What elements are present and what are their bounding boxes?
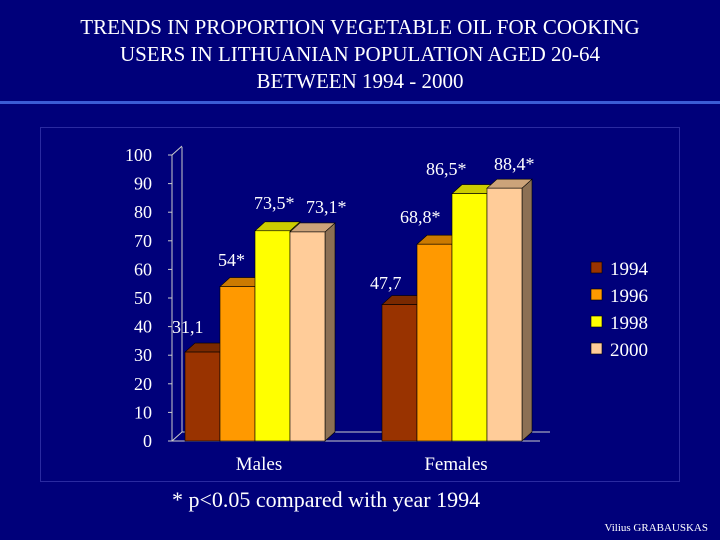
data-label: 47,7 — [370, 273, 402, 293]
bar — [184, 351, 221, 442]
bar-side — [521, 178, 533, 442]
y-tick-label: 0 — [143, 431, 152, 451]
legend-swatch — [590, 288, 603, 301]
y-tick-label: 80 — [134, 202, 152, 222]
bar — [289, 231, 326, 442]
data-label: 86,5* — [426, 159, 467, 179]
legend-label: 1998 — [610, 313, 648, 334]
data-labels: 31,1 47,7 54* 68,8* 73,5* 86,5* 73,1* 88,4* — [172, 154, 535, 337]
y-tick-label: 20 — [134, 374, 152, 394]
title-line-2: USERS IN LITHUANIAN POPULATION AGED 20-6… — [119, 42, 601, 66]
bar — [416, 243, 453, 442]
bar — [451, 193, 488, 442]
chart-title: TRENDS IN PROPORTION VEGETABLE OIL FOR C… — [0, 14, 720, 95]
data-label: 73,1* — [306, 197, 347, 217]
data-label: 68,8* — [400, 207, 441, 227]
y-tick-label: 40 — [134, 317, 152, 337]
legend: 1994 1996 1998 2000 — [590, 259, 649, 361]
y-tick-label: 90 — [134, 174, 152, 194]
footnote: * p<0.05 compared with year 1994 — [172, 487, 481, 512]
data-label: 73,5* — [254, 193, 295, 213]
y-tick-label: 60 — [134, 259, 152, 279]
data-label: 54* — [218, 250, 245, 270]
bars — [184, 178, 533, 442]
legend-label: 2000 — [610, 340, 648, 361]
y-tick-label: 10 — [134, 402, 152, 422]
bar — [219, 286, 256, 442]
title-divider — [0, 101, 720, 104]
floor-left-edge — [171, 431, 183, 442]
y-tick-label: 30 — [134, 345, 152, 365]
data-label: 31,1 — [172, 317, 204, 337]
chart-panel — [40, 127, 680, 482]
title-line-3: BETWEEN 1994 - 2000 — [256, 69, 464, 93]
x-category-label: Females — [424, 454, 487, 475]
legend-label: 1994 — [610, 259, 649, 280]
legend-swatch — [590, 261, 603, 274]
legend-label: 1996 — [610, 286, 648, 307]
title-line-1: TRENDS IN PROPORTION VEGETABLE OIL FOR C… — [80, 15, 640, 39]
x-category-label: Males — [236, 454, 282, 475]
bar — [381, 304, 418, 442]
y-tick-label: 100 — [125, 145, 152, 165]
author-credit: Vilius GRABAUSKAS — [604, 522, 708, 534]
data-label: 88,4* — [494, 154, 535, 174]
y-tick-label: 70 — [134, 231, 152, 251]
legend-swatch — [590, 342, 603, 355]
bar-side — [324, 222, 336, 442]
legend-swatch — [590, 315, 603, 328]
bar — [254, 230, 291, 442]
y-axis-top-edge — [171, 145, 183, 156]
bar — [486, 187, 523, 442]
y-tick-label: 50 — [134, 288, 152, 308]
